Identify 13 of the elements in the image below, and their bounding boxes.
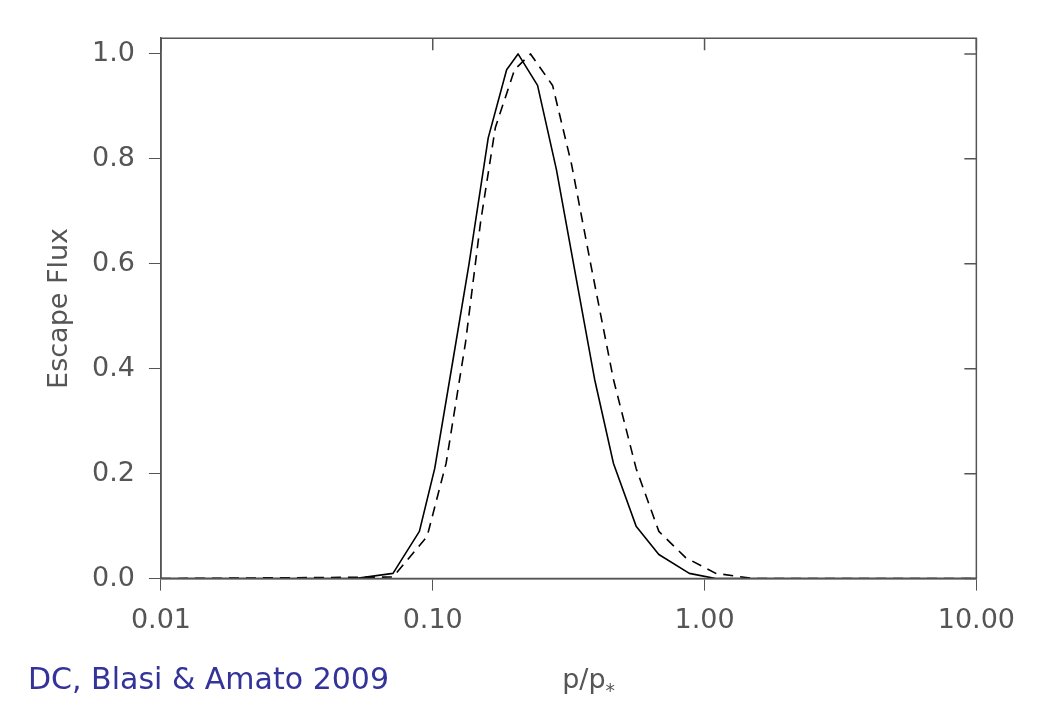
x-tick-label: 0.01 [130, 602, 191, 634]
y-tick-label: 0.6 [91, 245, 135, 277]
y-tick-label: 0.4 [91, 350, 135, 382]
y-tick-label: 0.0 [91, 560, 135, 592]
x-axis-title: p/p* [562, 663, 616, 701]
x-tick-label: 10.00 [937, 602, 1015, 634]
x-tick-label: 1.00 [674, 602, 735, 634]
y-axis-title: Escape Flux [42, 227, 74, 389]
y-tick-label: 0.2 [91, 455, 135, 487]
x-tick-label: 0.10 [402, 602, 463, 634]
y-tick-label: 1.0 [91, 35, 135, 67]
text: DC, Blasi & Amato 2009 [28, 660, 389, 696]
y-tick-label: 0.8 [91, 140, 135, 172]
